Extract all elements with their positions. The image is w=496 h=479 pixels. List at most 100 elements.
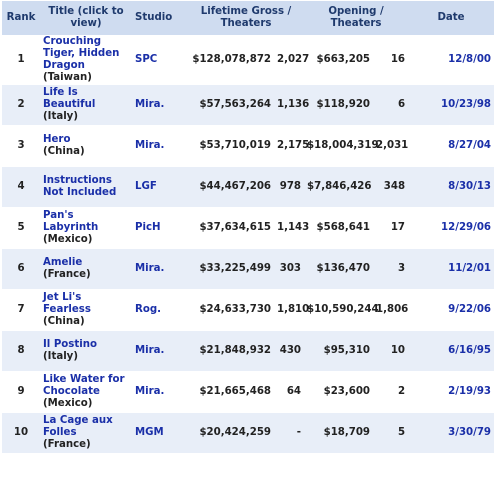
release-date-link[interactable]: 11/2/01 (408, 248, 495, 290)
title-cell: La Cage aux Folles (France) (40, 412, 132, 454)
rank-cell: 6 (2, 248, 40, 290)
studio-link[interactable]: Mira. (132, 248, 188, 290)
studio-link[interactable]: Mira. (132, 84, 188, 126)
studio-link[interactable]: SPC (132, 35, 188, 85)
release-date-link[interactable]: 8/30/13 (408, 166, 495, 208)
title-cell: Pan's Labyrinth (Mexico) (40, 207, 132, 249)
studio-link[interactable]: PicH (132, 207, 188, 249)
opening-theaters-cell: 16 (373, 35, 409, 85)
column-header-lifetime-gross[interactable]: Lifetime Gross / Theaters (188, 1, 305, 36)
column-header-date[interactable]: Date (408, 1, 495, 36)
opening-theaters-cell: 3 (373, 248, 409, 290)
opening-gross-cell: $136,470 (304, 248, 374, 290)
release-date-link[interactable]: 6/16/95 (408, 330, 495, 372)
opening-gross-cell: $568,641 (304, 207, 374, 249)
opening-gross-cell: $663,205 (304, 35, 374, 85)
table-row: 1 Crouching Tiger, Hidden Dragon (Taiwan) S… (2, 35, 495, 85)
lifetime-theaters-cell: 303 (274, 248, 305, 290)
title-cell: Crouching Tiger, Hidden Dragon (Taiwan) (40, 35, 132, 85)
release-date-link[interactable]: 3/30/79 (408, 412, 495, 454)
title-cell: Hero (China) (40, 125, 132, 167)
studio-link[interactable]: Mira. (132, 371, 188, 413)
rank-cell: 2 (2, 84, 40, 126)
opening-theaters-cell: 2,031 (373, 125, 408, 167)
rank-cell: 9 (2, 371, 40, 413)
opening-gross-cell: $7,846,426 (304, 166, 374, 208)
column-header-title[interactable]: Title (click to view) (40, 1, 132, 36)
opening-gross-cell: $18,004,319 (304, 125, 379, 167)
opening-gross-cell: $23,600 (304, 371, 374, 413)
movie-title-link[interactable]: Crouching Tiger, Hidden Dragon (43, 36, 120, 71)
movie-title-link[interactable]: Amelie (43, 257, 83, 268)
opening-theaters-cell: 2 (373, 371, 409, 413)
country-label: (China) (43, 146, 85, 157)
lifetime-theaters-cell: 64 (274, 371, 305, 413)
title-cell: Jet Li's Fearless (China) (40, 289, 132, 331)
table-row: 3 Hero (China) Mira. $53,710,019 2,175 $18,004… (2, 125, 495, 167)
lifetime-gross-cell: $37,634,615 (188, 207, 274, 249)
release-date-link[interactable]: 12/8/00 (408, 35, 495, 85)
column-header-opening[interactable]: Opening / Theaters (304, 1, 409, 36)
country-label: (France) (43, 439, 91, 450)
table-row: 8 Il Postino (Italy) Mira. $21,848,932 430 $95… (2, 330, 495, 372)
opening-theaters-cell: 17 (373, 207, 409, 249)
studio-link[interactable]: Mira. (132, 125, 188, 167)
opening-theaters-cell: 1,806 (373, 289, 408, 331)
release-date-link[interactable]: 8/27/04 (408, 125, 495, 167)
movie-title-link[interactable]: Il Postino (43, 339, 97, 350)
country-label: (France) (43, 269, 91, 280)
rank-cell: 3 (2, 125, 40, 167)
movie-title-link[interactable]: Jet Li's Fearless (43, 292, 91, 315)
country-label: (Mexico) (43, 398, 93, 409)
studio-link[interactable]: LGF (132, 166, 188, 208)
movie-title-link[interactable]: Like Water for Chocolate (43, 374, 125, 397)
release-date-link[interactable]: 12/29/06 (408, 207, 495, 249)
table-row: 4 Instructions Not Included LGF $44,467,206… (2, 166, 495, 208)
title-cell: Like Water for Chocolate (Mexico) (40, 371, 132, 413)
lifetime-theaters-cell: - (274, 412, 305, 454)
movie-title-link[interactable]: Hero (43, 134, 71, 145)
header-row: Rank Title (click to view) Studio Lifeti… (2, 1, 495, 36)
lifetime-theaters-cell: 978 (274, 166, 305, 208)
studio-link[interactable]: Mira. (132, 330, 188, 372)
studio-link[interactable]: Rog. (132, 289, 188, 331)
opening-gross-cell: $18,709 (304, 412, 374, 454)
table-row: 9 Like Water for Chocolate (Mexico) Mira. $2… (2, 371, 495, 413)
movie-title-link[interactable]: Life Is Beautiful (43, 87, 96, 110)
opening-theaters-cell: 6 (373, 84, 409, 126)
movie-title-link[interactable]: Instructions Not Included (43, 175, 117, 198)
lifetime-gross-cell: $53,710,019 (188, 125, 274, 167)
lifetime-gross-cell: $21,848,932 (188, 330, 274, 372)
title-cell: Life Is Beautiful (Italy) (40, 84, 132, 126)
table-row: 2 Life Is Beautiful (Italy) Mira. $57,563,26… (2, 84, 495, 126)
release-date-link[interactable]: 2/19/93 (408, 371, 495, 413)
table-row: 5 Pan's Labyrinth (Mexico) PicH $37,634,615 1… (2, 207, 495, 249)
opening-theaters-cell: 5 (373, 412, 409, 454)
movie-title-link[interactable]: Pan's Labyrinth (43, 210, 99, 233)
country-label: (Mexico) (43, 234, 93, 245)
studio-link[interactable]: MGM (132, 412, 188, 454)
movie-title-link[interactable]: La Cage aux Folles (43, 415, 113, 438)
country-label: (China) (43, 316, 85, 327)
lifetime-theaters-cell: 2,175 (274, 125, 309, 167)
opening-gross-cell: $118,920 (304, 84, 374, 126)
title-cell: Amelie (France) (40, 248, 132, 290)
release-date-link[interactable]: 10/23/98 (408, 84, 495, 126)
column-header-studio[interactable]: Studio (132, 1, 188, 36)
title-cell: Instructions Not Included (40, 166, 132, 208)
release-date-link[interactable]: 9/22/06 (408, 289, 495, 331)
lifetime-gross-cell: $33,225,499 (188, 248, 274, 290)
lifetime-theaters-cell: 1,810 (274, 289, 309, 331)
title-cell: Il Postino (Italy) (40, 330, 132, 372)
lifetime-theaters-cell: 1,143 (274, 207, 309, 249)
lifetime-theaters-cell: 1,136 (274, 84, 309, 126)
opening-gross-cell: $10,590,244 (304, 289, 379, 331)
table-row: 10 La Cage aux Folles (France) MGM $20,424,2… (2, 412, 495, 454)
lifetime-gross-cell: $24,633,730 (188, 289, 274, 331)
column-header-rank[interactable]: Rank (2, 1, 40, 36)
rank-cell: 1 (2, 35, 40, 85)
table-row: 7 Jet Li's Fearless (China) Rog. $24,633,730… (2, 289, 495, 331)
rank-cell: 7 (2, 289, 40, 331)
rank-cell: 4 (2, 166, 40, 208)
opening-theaters-cell: 10 (373, 330, 409, 372)
